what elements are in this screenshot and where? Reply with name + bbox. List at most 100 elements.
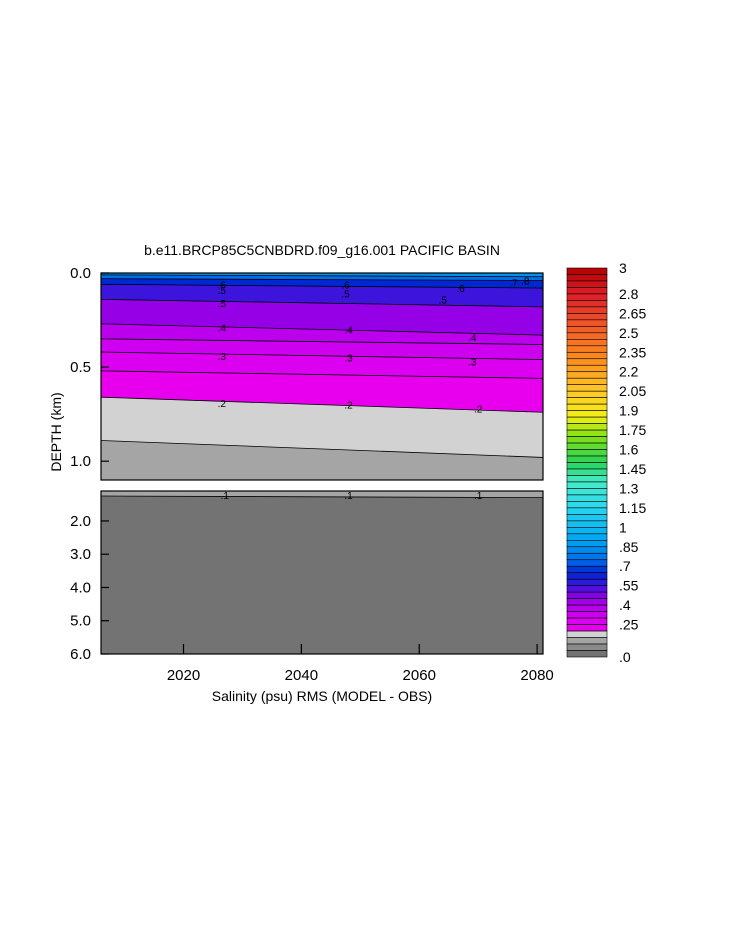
contour-label: .3 xyxy=(218,352,227,363)
colorbar-box xyxy=(566,630,608,638)
contour-label: .2 xyxy=(344,401,353,412)
contour-label: .5 xyxy=(218,286,227,297)
fill-band xyxy=(101,273,543,277)
y-axis-label: DEPTH (km) xyxy=(48,392,64,471)
colorbar-box xyxy=(566,533,608,541)
colorbar-box xyxy=(566,481,608,489)
x-tick-label: 2080 xyxy=(520,667,553,684)
colorbar-label: 3 xyxy=(619,260,627,276)
colorbar-box xyxy=(566,501,608,509)
chart-title: b.e11.BRCP85C5CNBDRD.f09_g16.001 PACIFIC… xyxy=(144,242,500,258)
upper-contour-labels: .2.2.2.3.3.3.4.4.4.5.5.5.5.6.6.6.7.8 xyxy=(218,277,530,416)
colorbar-box xyxy=(566,429,608,437)
colorbar-box xyxy=(566,650,608,658)
y-tick-label: 5.0 xyxy=(70,613,91,630)
colorbar-box xyxy=(566,591,608,599)
colorbar-box xyxy=(566,598,608,606)
colorbar-box xyxy=(566,351,608,360)
colorbar-box xyxy=(566,274,608,282)
colorbar-box xyxy=(566,462,608,470)
colorbar-box xyxy=(566,436,608,444)
fill-band xyxy=(101,284,543,307)
fill-band xyxy=(101,397,543,458)
contour-label: .6 xyxy=(341,280,350,291)
colorbar-box xyxy=(566,455,608,463)
contour-label: .5 xyxy=(341,290,350,301)
colorbar-box xyxy=(566,585,608,593)
fill-band xyxy=(101,278,543,289)
colorbar-box xyxy=(566,287,608,295)
colorbar-label: 2.2 xyxy=(619,364,639,380)
colorbar-box xyxy=(566,371,608,379)
lower-contour-lines xyxy=(101,495,543,499)
x-axis-label: Salinity (psu) RMS (MODEL - OBS) xyxy=(212,688,432,704)
colorbar-box xyxy=(566,416,608,424)
fill-band xyxy=(101,338,543,360)
upper-panel: .2.2.2.3.3.3.4.4.4.5.5.5.5.6.6.6.7.8 0.0… xyxy=(70,265,544,481)
colorbar-labels: 3 2.8 2.65 2.5 2.35 2.2 2.05 1.9 1.75 1.6 1.45 1.3 1… xyxy=(619,260,646,665)
x-tick-label: 2060 xyxy=(403,667,436,684)
colorbar-label: 1 xyxy=(619,519,627,535)
colorbar-box xyxy=(566,539,608,548)
colorbar-box xyxy=(566,358,608,366)
upper-panel-frame xyxy=(100,272,544,481)
colorbar-box xyxy=(566,384,608,392)
colorbar-label: .85 xyxy=(619,539,639,555)
colorbar-box xyxy=(566,423,608,431)
colorbar-box xyxy=(566,637,608,645)
lower-color-fill xyxy=(101,491,543,654)
fill-band xyxy=(101,352,543,379)
colorbar-label: 2.8 xyxy=(619,286,639,302)
y-tick-label: 0.0 xyxy=(70,265,91,282)
colorbar-box xyxy=(566,326,608,334)
colorbar-box xyxy=(566,520,608,528)
contour-line xyxy=(101,298,543,308)
contour-label: .2 xyxy=(218,399,227,410)
x-ticks: 2020 2040 2060 2080 xyxy=(167,644,554,684)
y-tick-label: 2.0 xyxy=(70,513,91,530)
y-tick-label: 6.0 xyxy=(70,646,91,663)
colorbar-box xyxy=(566,410,608,418)
contour-label: .8 xyxy=(521,277,530,288)
colorbar-box xyxy=(566,546,608,554)
colorbar-box xyxy=(566,345,608,353)
colorbar-box xyxy=(566,488,608,496)
lower-contour-labels: .1 .1 .1 xyxy=(221,491,483,502)
colorbar-box xyxy=(566,390,608,398)
colorbar-box xyxy=(566,339,608,347)
contour-label: .6 xyxy=(456,284,465,295)
colorbar-box xyxy=(566,377,608,386)
lower-panel: .1 .1 .1 2.0 3.0 4.0 5.0 6.0 2020 2040 2060 2080 xyxy=(70,490,554,684)
colorbar-box xyxy=(566,494,608,502)
fill-band xyxy=(101,370,543,413)
colorbar-label: 2.35 xyxy=(619,344,646,360)
upper-y-ticks: 0.0 0.5 1.0 xyxy=(70,265,109,470)
colorbar-boxes xyxy=(566,267,608,658)
contour-line xyxy=(101,283,543,289)
colorbar-label: .25 xyxy=(619,617,639,633)
lower-y-ticks: 2.0 3.0 4.0 5.0 6.0 xyxy=(70,513,109,663)
colorbar-box xyxy=(566,527,608,535)
y-tick-label: 4.0 xyxy=(70,579,91,596)
colorbar-box xyxy=(566,624,608,632)
fill-band xyxy=(101,299,543,336)
colorbar-label: 1.6 xyxy=(619,442,639,458)
x-tick-label: 2040 xyxy=(285,667,318,684)
contour-label: .5 xyxy=(439,295,448,306)
contour-line xyxy=(101,338,543,345)
colorbar: 3 2.8 2.65 2.5 2.35 2.2 2.05 1.9 1.75 1.6 1.45 1.3 1… xyxy=(566,260,646,665)
contour-label: .5 xyxy=(218,299,227,310)
colorbar-box xyxy=(566,565,608,574)
contour-label: .4 xyxy=(218,324,227,335)
contour-label: .2 xyxy=(474,404,483,415)
contour-line xyxy=(101,278,543,281)
colorbar-box xyxy=(566,332,608,340)
colorbar-box xyxy=(566,319,608,327)
colorbar-label: 1.75 xyxy=(619,422,646,438)
x-tick-label: 2020 xyxy=(167,667,200,684)
fill-band xyxy=(101,323,543,345)
colorbar-box xyxy=(566,552,608,561)
colorbar-box xyxy=(566,617,608,625)
colorbar-box xyxy=(566,397,608,405)
